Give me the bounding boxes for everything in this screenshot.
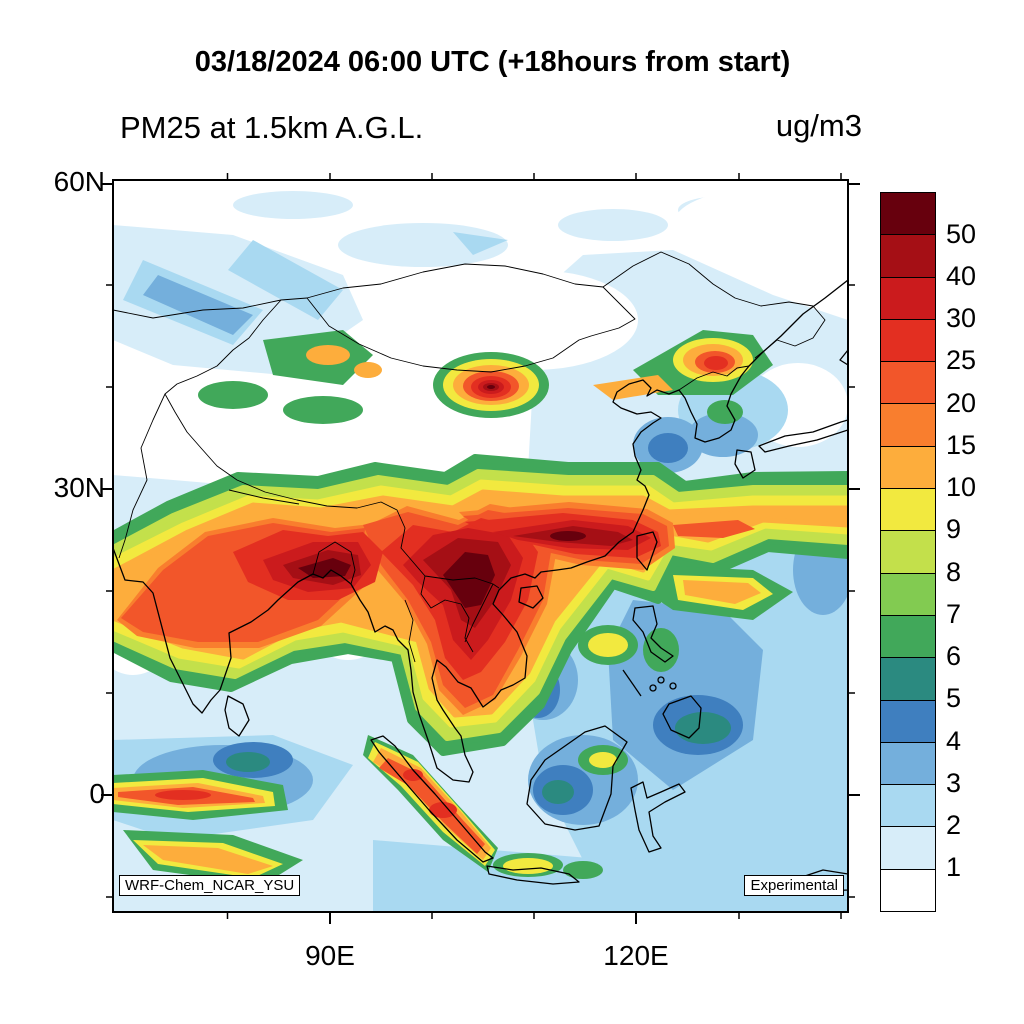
colorbar-label: 20 [946, 387, 977, 418]
colorbar-cell [881, 869, 935, 912]
colorbar-cell [881, 446, 935, 490]
colorbar-label: 7 [946, 598, 962, 629]
lat-label-30n: 30N [53, 472, 105, 503]
colorbar-label: 25 [946, 345, 977, 376]
pm25-field [113, 180, 848, 912]
coastlines [113, 279, 848, 893]
colorbar-cell [881, 785, 935, 828]
colorbar-label: 10 [946, 472, 977, 503]
colorbar-cell [881, 362, 935, 405]
colorbar-label: 30 [946, 303, 977, 334]
colorbar-label: 9 [946, 514, 962, 545]
colorbar-cell [881, 700, 935, 743]
colorbar-cell [881, 404, 935, 447]
colorbar-label: 40 [946, 260, 977, 291]
colorbar-label: 3 [946, 767, 962, 798]
colorbar-label: 8 [946, 556, 962, 587]
map-frame [112, 179, 849, 913]
colorbar-cell [881, 827, 935, 870]
units-label: ug/m3 [775, 108, 862, 143]
colorbar-cell [881, 742, 935, 786]
colorbar-label: 5 [946, 683, 962, 714]
colorbar-label: 1 [946, 852, 962, 883]
colorbar-cell [881, 658, 935, 701]
map-canvas [101, 173, 860, 924]
colorbar-cell [881, 235, 935, 278]
map-plot: WRF-Chem_NCAR_YSU Experimental [101, 173, 860, 924]
tick-marks [101, 173, 860, 924]
colorbar-cell [881, 277, 935, 320]
colorbar-cell [881, 615, 935, 659]
colorbar-cell [881, 489, 935, 532]
colorbar [880, 192, 936, 912]
colorbar-labels: 50 40 30 25 20 15 10 9 8 7 6 5 4 3 2 1 [946, 213, 976, 889]
colorbar-label: 2 [946, 810, 962, 841]
experimental-badge: Experimental [744, 875, 844, 896]
colorbar-cell [881, 319, 935, 363]
colorbar-cell [881, 193, 935, 236]
model-name-badge: WRF-Chem_NCAR_YSU [119, 875, 301, 896]
country-borders [113, 251, 826, 663]
colorbar-label: 4 [946, 725, 962, 756]
colorbar-label: 50 [946, 218, 977, 249]
colorbar-cell [881, 573, 935, 616]
colorbar-cell [881, 531, 935, 574]
lon-label-90e: 90E [305, 940, 355, 971]
lat-label-0: 0 [89, 778, 105, 809]
lat-label-60n: 60N [53, 166, 105, 197]
lon-label-120e: 120E [603, 940, 669, 971]
colorbar-label: 6 [946, 641, 962, 672]
variable-title: PM25 at 1.5km A.G.L. [120, 110, 424, 145]
colorbar-label: 15 [946, 429, 977, 460]
forecast-time-title: 03/18/2024 06:00 UTC (+18hours from star… [194, 46, 791, 78]
